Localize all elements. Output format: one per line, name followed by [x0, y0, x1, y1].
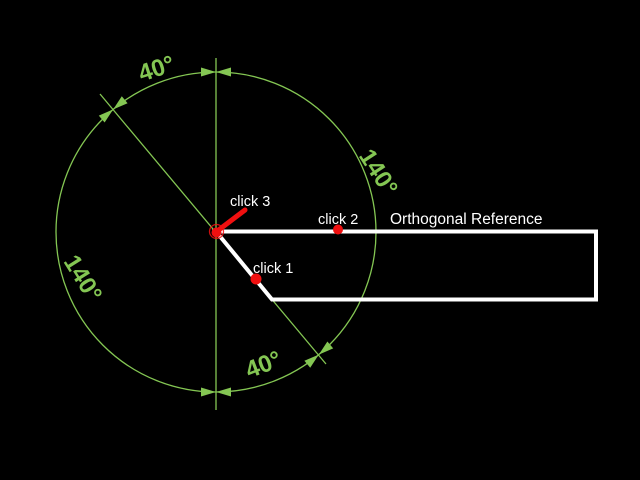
arrowhead-icon [216, 387, 231, 397]
arrowhead-icon [113, 96, 128, 110]
dimension-label-bottom: 40° [242, 346, 286, 384]
arrowhead-icon [318, 341, 334, 355]
arrowhead-icon [201, 67, 216, 77]
click-1-label: click 1 [253, 261, 293, 277]
arrowhead-icon [98, 109, 114, 123]
click-2-label: click 2 [318, 212, 358, 228]
dimension-label-right: 140° [353, 144, 403, 200]
dimension-label-top: 40° [135, 51, 178, 88]
arrowhead-icon [216, 67, 231, 77]
click-3-label: click 3 [230, 194, 270, 210]
orthogonal-reference-label: Orthogonal Reference [390, 211, 543, 228]
center-snap-ring [208, 223, 225, 240]
dimension-label-left: 140° [58, 250, 107, 306]
click-3-marker[interactable] [211, 227, 222, 238]
arrowhead-icon [304, 354, 319, 368]
arrowhead-icon [201, 387, 216, 397]
click-2-marker[interactable] [333, 224, 343, 235]
click-3-stroke[interactable] [213, 207, 248, 235]
click-1-marker[interactable] [250, 273, 262, 285]
